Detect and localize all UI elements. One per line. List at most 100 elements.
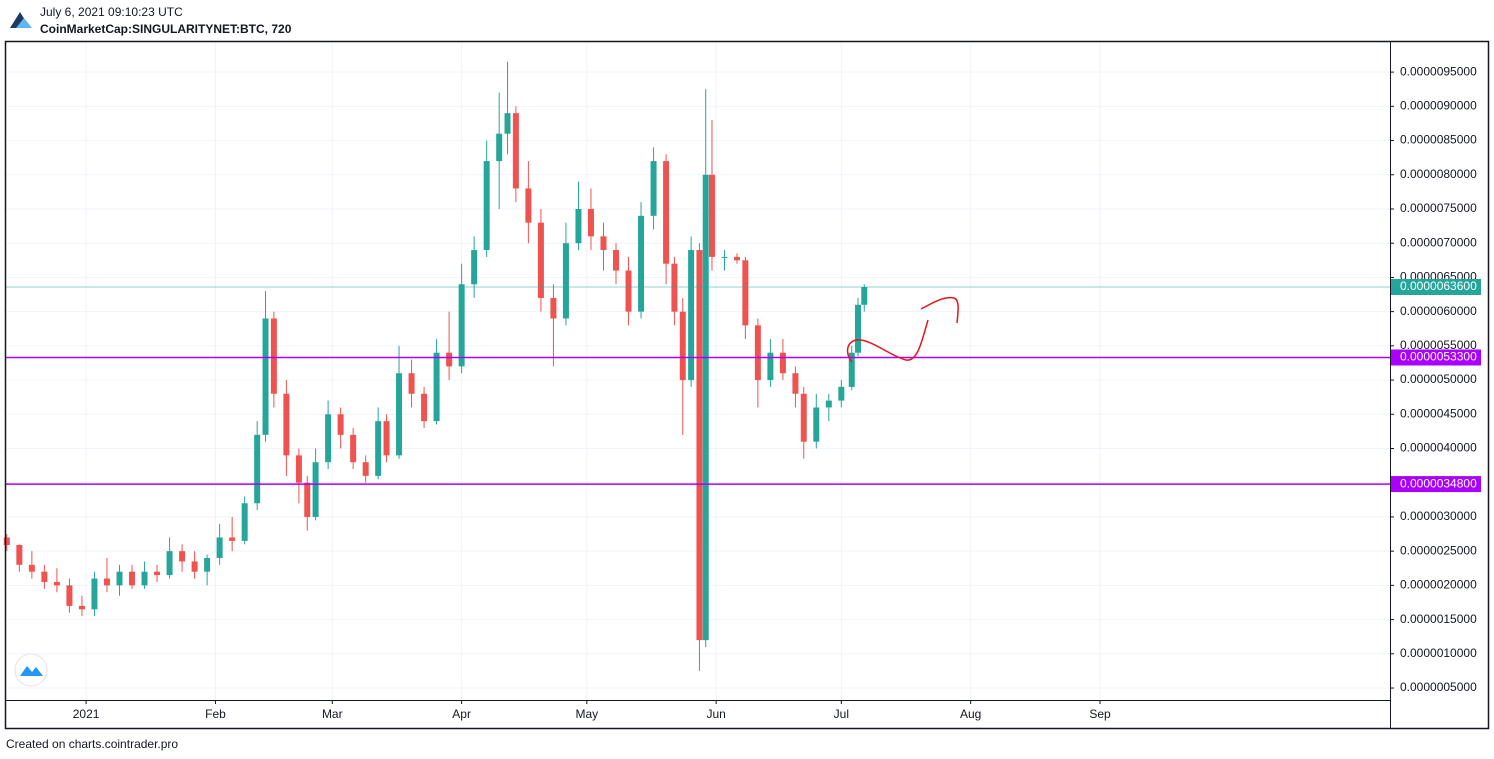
candle-body (600, 236, 607, 251)
x-tick-label: Sep (1089, 707, 1111, 721)
candle-body (496, 133, 503, 162)
candle-body (483, 161, 490, 251)
candle-body (241, 503, 248, 541)
candle-body (708, 174, 715, 257)
candle-body (78, 605, 85, 610)
candle-body (166, 551, 173, 576)
bottom-logo (14, 653, 48, 687)
symbol: CoinMarketCap:SINGULARITYNET:BTC, 720 (40, 22, 292, 36)
candle-body (129, 571, 136, 586)
y-tick-label: 0.0000075000 (1400, 201, 1477, 215)
candle-body (116, 571, 123, 586)
candle-body (28, 564, 35, 572)
candle-body (575, 208, 582, 244)
price-label-box (1390, 349, 1481, 366)
candle-body (433, 352, 440, 422)
candle-body (504, 113, 511, 134)
y-tick-label: 0.0000095000 (1400, 64, 1477, 78)
candle-body (91, 578, 98, 610)
y-tick-label: 0.0000020000 (1400, 578, 1477, 592)
x-tick-label: Aug (960, 707, 981, 721)
candle-body (767, 352, 774, 381)
price-label-box (1390, 476, 1481, 493)
candle-body (562, 243, 569, 319)
candle-body (838, 386, 845, 401)
candle-body (179, 551, 186, 562)
y-tick-label: 0.0000050000 (1400, 372, 1477, 386)
candle-body (734, 256, 741, 261)
candle-body (550, 297, 557, 319)
x-tick-label: Apr (452, 707, 471, 721)
x-tick-label: Jul (834, 707, 849, 721)
candle-body (254, 434, 261, 504)
candle-body (312, 462, 319, 517)
candle-body (671, 263, 678, 312)
candle-body (141, 571, 148, 586)
x-tick-label: Jun (706, 707, 725, 721)
footer: Created on charts.cointrader.pro (6, 737, 178, 751)
y-tick-label: 0.0000070000 (1400, 235, 1477, 249)
candle-body (446, 352, 453, 367)
candle-body (262, 318, 269, 435)
candle-body (16, 544, 23, 565)
y-tick-label: 0.0000080000 (1400, 167, 1477, 181)
price-label: 0.0000034800 (1400, 476, 1477, 490)
y-tick-label: 0.0000030000 (1400, 509, 1477, 523)
x-tick-label: 2021 (73, 707, 100, 721)
candle-body (625, 270, 632, 312)
candle-body (825, 400, 832, 408)
candle-body (855, 304, 862, 353)
candle-body (408, 373, 415, 394)
y-tick-label: 0.0000010000 (1400, 646, 1477, 660)
candle-body (421, 393, 428, 422)
candle-body (337, 414, 344, 435)
candle-body (103, 578, 110, 586)
candle-body (283, 393, 290, 456)
timestamp: July 6, 2021 09:10:23 UTC (40, 5, 183, 19)
frame (4, 40, 1490, 730)
candle-body (696, 250, 703, 641)
candle-body (702, 174, 709, 641)
candle-body (650, 161, 657, 216)
annotation-drawing (846, 296, 959, 363)
price-label: 0.0000053300 (1400, 350, 1477, 364)
candle-body (512, 113, 519, 189)
y-tick-label: 0.0000015000 (1400, 612, 1477, 626)
candle-body (396, 373, 403, 456)
candle-body (471, 250, 478, 285)
candle-body (66, 585, 73, 606)
y-tick-label: 0.0000040000 (1400, 441, 1477, 455)
candle-body (229, 537, 236, 541)
candle-body (525, 188, 532, 223)
x-tick-label: May (575, 707, 598, 721)
y-tick-label: 0.0000055000 (1400, 338, 1477, 352)
candle-body (587, 208, 594, 237)
plot-area: 0.0000005000 0.0000010000 0.0000015000 0.00… (3, 42, 1481, 721)
candle-body (216, 537, 223, 558)
candle-body (304, 482, 311, 517)
candle-body (813, 407, 820, 442)
price-label-box (1390, 278, 1481, 295)
candle-body (204, 557, 211, 572)
candle-body (679, 311, 686, 381)
y-tick-label: 0.0000060000 (1400, 304, 1477, 318)
candle-body (295, 455, 302, 483)
candle-body (792, 373, 799, 394)
candle-body (721, 256, 728, 258)
y-tick-label: 0.0000085000 (1400, 133, 1477, 147)
y-tick-label: 0.0000045000 (1400, 406, 1477, 420)
candle-body (53, 581, 60, 586)
header-logo (10, 12, 32, 28)
candle-body (537, 222, 544, 298)
candle-body (362, 462, 369, 476)
y-tick-label: 0.0000025000 (1400, 543, 1477, 557)
x-tick-label: Mar (322, 707, 343, 721)
candle-body (325, 414, 332, 463)
candle-body (191, 561, 198, 572)
candle-body (779, 352, 786, 374)
candle-body (458, 284, 465, 367)
candle-body (375, 421, 382, 476)
candle-body (270, 318, 277, 394)
candle-body (754, 325, 761, 381)
